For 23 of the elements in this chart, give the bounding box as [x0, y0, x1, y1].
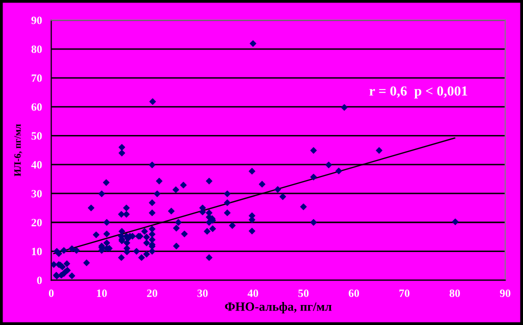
annotation: r = 0,6 p < 0,001: [369, 86, 468, 99]
x-tick-label: 20: [147, 290, 158, 297]
x-tick-label: 90: [500, 290, 510, 297]
y-tick-label: 70: [32, 74, 42, 82]
y-tick-label: 80: [31, 46, 42, 54]
x-tick-label: 60: [348, 290, 360, 297]
x-axis-title: ФНО-альфа, пг/мл: [225, 302, 332, 314]
x-tick-label: 10: [97, 290, 107, 297]
y-axis-title: ИЛ-6, пг/мл: [14, 124, 22, 176]
y-tick-label: 60: [31, 103, 42, 111]
x-tick-label: 80: [450, 290, 460, 297]
y-tick-label: 30: [32, 190, 42, 198]
x-tick-label: 50: [298, 290, 309, 297]
y-tick-label: 50: [32, 132, 42, 140]
x-tick-label: 0: [48, 290, 54, 297]
y-tick-label: 90: [31, 16, 42, 24]
y-tick-label: 40: [31, 161, 42, 169]
x-tick-label: 30: [197, 290, 208, 297]
x-tick-label: 40: [248, 290, 258, 297]
y-tick-label: 20: [32, 218, 42, 226]
y-tick-label: 10: [32, 248, 42, 256]
y-tick-label: 0: [37, 276, 42, 284]
x-tick-label: 70: [399, 290, 410, 297]
